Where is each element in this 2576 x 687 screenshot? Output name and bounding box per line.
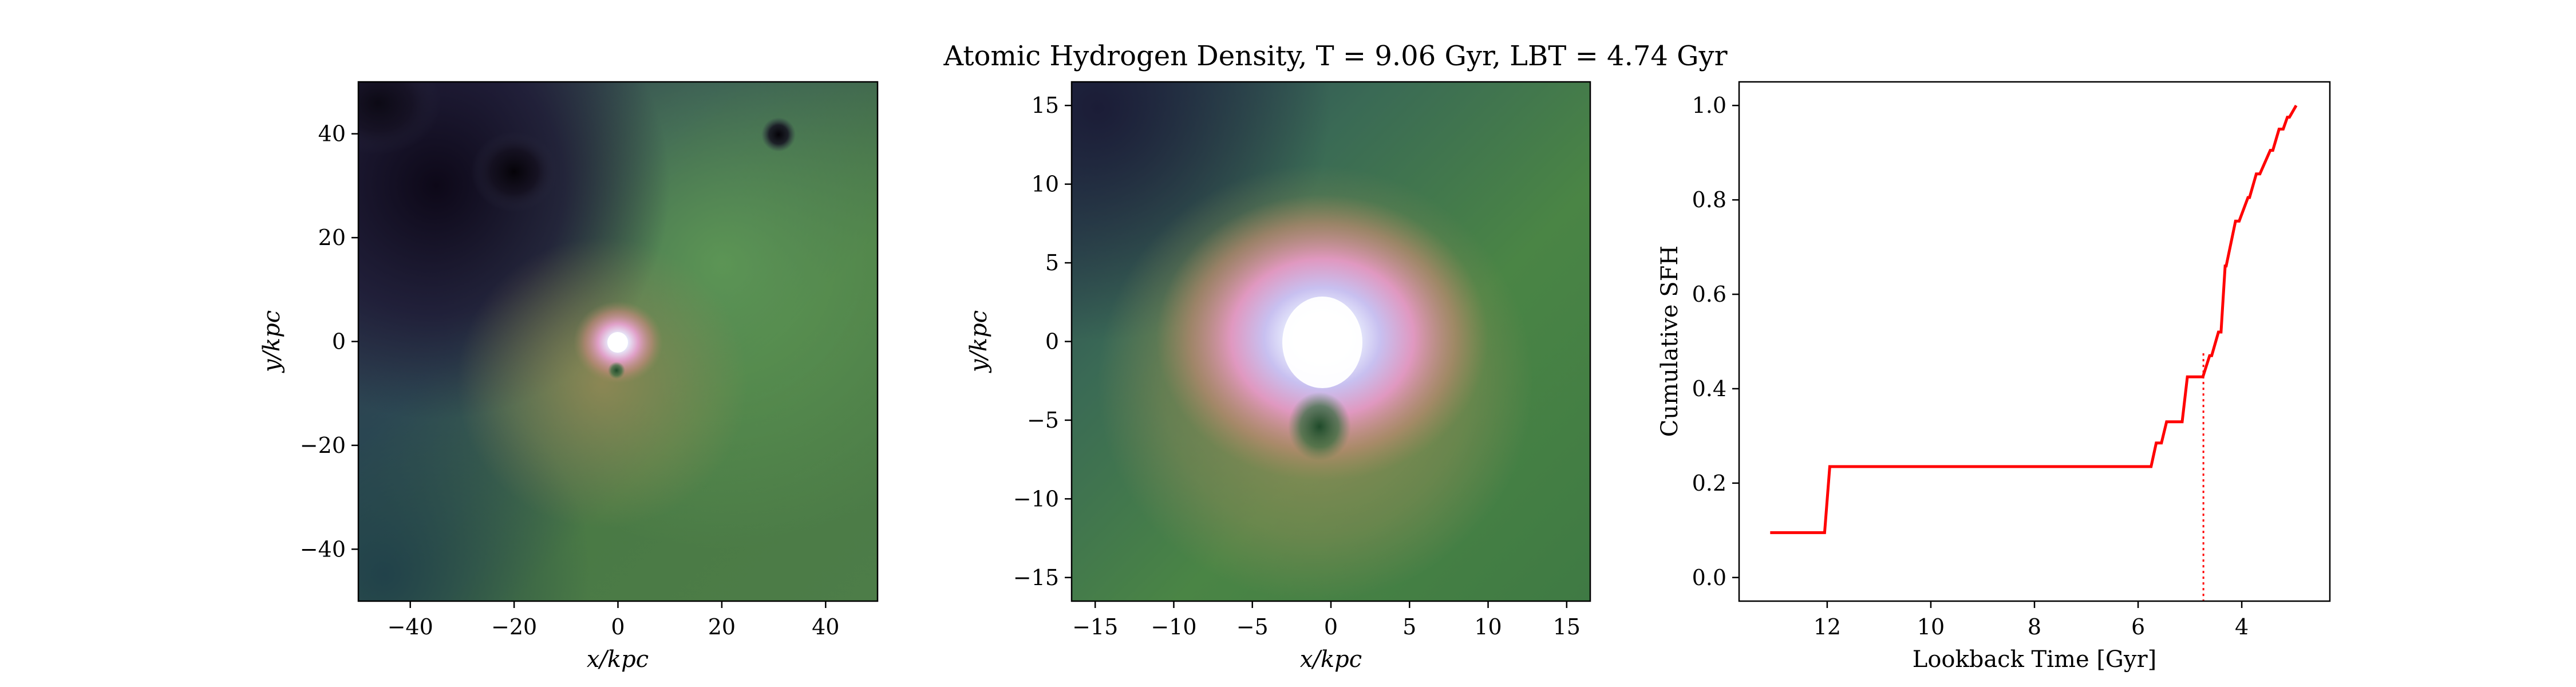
left-heatmap-ytick-label-3: 20 xyxy=(318,225,346,250)
middle-heatmap-image xyxy=(1072,82,1590,601)
left-heatmap-xtick-label-4: 40 xyxy=(812,614,839,639)
sfh-ytick-label-4: 0.8 xyxy=(1692,187,1726,212)
middle-heatmap-ylabel: y/kpc xyxy=(966,310,992,373)
sfh-ytick-label-3: 0.6 xyxy=(1692,282,1726,307)
middle-heatmap-xtick-label-0: −15 xyxy=(1072,614,1118,639)
figure-title: Atomic Hydrogen Density, T = 9.06 Gyr, L… xyxy=(943,40,1727,72)
sfh-ylabel: Cumulative SFH xyxy=(1657,246,1683,437)
left-heatmap-ytick-label-2: 0 xyxy=(332,329,346,354)
middle-heatmap-axes: −15 −10 −5 0 5 10 15 −15 −10 −5 0 5 10 15 xyxy=(1013,93,1581,639)
left-heatmap-ytick-label-4: 40 xyxy=(318,121,346,147)
middle-heatmap-xtick-label-5: 10 xyxy=(1474,614,1502,639)
left-heatmap-ylabel: y/kpc xyxy=(259,310,285,373)
sfh-series-line xyxy=(1770,104,2298,534)
middle-heatmap-ytick-label-5: 10 xyxy=(1032,172,1059,197)
left-heatmap-ytick-label-1: −20 xyxy=(300,433,346,458)
middle-heatmap-ytick-label-6: 15 xyxy=(1032,93,1059,118)
middle-heatmap-xtick-label-2: −5 xyxy=(1236,614,1269,639)
sfh-line-panel: 12 10 8 6 4 0.0 0.2 0.4 0.6 0.8 1.0 Lookback Time … xyxy=(1657,81,2331,673)
left-heatmap-image xyxy=(358,82,878,601)
middle-heatmap-xtick-label-6: 15 xyxy=(1553,614,1581,639)
sfh-xlabel: Lookback Time [Gyr] xyxy=(1913,646,2156,673)
sfh-xtick-label-1: 10 xyxy=(1917,614,1945,639)
middle-heatmap-ytick-label-3: 0 xyxy=(1045,329,1059,354)
sfh-ytick-label-5: 1.0 xyxy=(1692,93,1726,118)
sfh-axes: 12 10 8 6 4 0.0 0.2 0.4 0.6 0.8 1.0 xyxy=(1692,93,2249,639)
middle-heatmap-ytick-label-4: 5 xyxy=(1045,250,1059,275)
sfh-ytick-label-0: 0.0 xyxy=(1692,565,1726,590)
left-heatmap-panel: −40 −20 0 20 40 −40 −20 0 20 40 x/kpc y/kpc xyxy=(259,81,879,673)
left-heatmap-xtick-label-0: −40 xyxy=(388,614,433,639)
middle-heatmap-ytick-label-0: −15 xyxy=(1013,565,1059,590)
left-heatmap-xtick-label-2: 0 xyxy=(611,614,625,639)
sfh-xtick-label-2: 8 xyxy=(2028,614,2041,639)
sfh-ytick-label-1: 0.2 xyxy=(1692,471,1726,496)
sfh-xtick-label-4: 4 xyxy=(2235,614,2249,639)
left-heatmap-xtick-label-3: 20 xyxy=(708,614,736,639)
sfh-xtick-label-3: 6 xyxy=(2131,614,2145,639)
sfh-ytick-label-2: 0.4 xyxy=(1692,376,1726,401)
middle-heatmap-ytick-label-2: −5 xyxy=(1027,408,1059,433)
left-heatmap-xtick-label-1: −20 xyxy=(491,614,537,639)
middle-heatmap-panel: −15 −10 −5 0 5 10 15 −15 −10 −5 0 5 10 15 x/kpc y/kpc xyxy=(966,81,1591,673)
left-heatmap-ytick-label-0: −40 xyxy=(300,536,346,562)
middle-heatmap-xtick-label-3: 0 xyxy=(1324,614,1338,639)
middle-heatmap-ytick-label-1: −10 xyxy=(1013,486,1059,511)
middle-heatmap-xlabel: x/kpc xyxy=(1300,646,1362,673)
middle-heatmap-xtick-label-1: −10 xyxy=(1151,614,1196,639)
middle-heatmap-xtick-label-4: 5 xyxy=(1402,614,1416,639)
left-heatmap-xlabel: x/kpc xyxy=(587,646,649,673)
sfh-xtick-label-0: 12 xyxy=(1814,614,1841,639)
sfh-frame xyxy=(1738,81,2331,602)
left-heatmap-axes: −40 −20 0 20 40 −40 −20 0 20 40 xyxy=(300,121,840,639)
